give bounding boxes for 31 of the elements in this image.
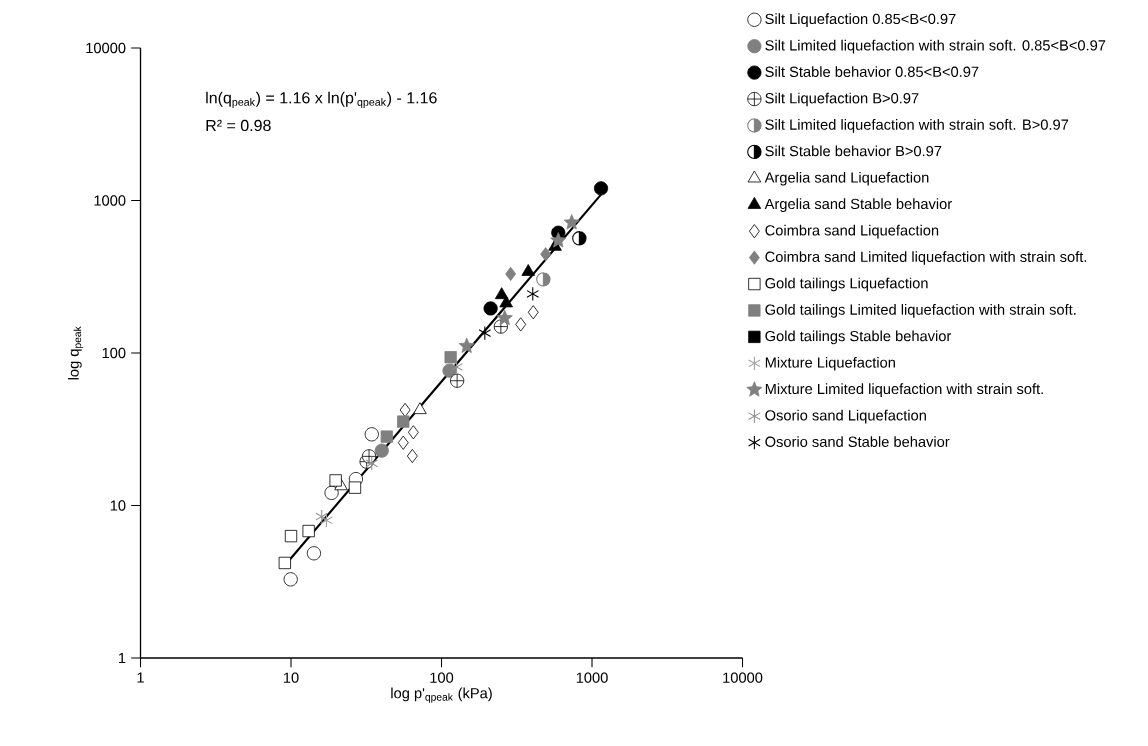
x-tick-label: 1000 xyxy=(576,672,608,683)
legend-label: Gold tailings Limited liquefaction with strain soft. xyxy=(765,304,1076,318)
legend-label: Osorio sand Stable behavior xyxy=(765,436,950,447)
annotation: R² = 0.98 xyxy=(206,119,271,132)
y-tick-label: 100 xyxy=(102,347,126,359)
y-tick-label: 1000 xyxy=(94,195,126,206)
legend-label: Silt Stable behavior 0.85<B<0.97 xyxy=(765,66,979,77)
legend-label: Argelia sand Stable behavior xyxy=(764,198,952,212)
annotation: ln(q$_{peak}$) = 1.16 x ln(p'$_{qpeak}$) - 1.16 xyxy=(206,91,437,108)
legend-label: Silt Stable behavior B>0.97 xyxy=(765,145,942,157)
y-tick-label: 10 xyxy=(110,500,126,511)
x-axis-title: log p'$_{qpeak}$ (kPa) xyxy=(391,687,492,703)
legend-label: Gold tailings Liquefaction xyxy=(765,277,928,292)
legend-label: Osorio sand Liquefaction xyxy=(765,409,926,424)
legend-label: Gold tailings Stable behavior xyxy=(765,330,952,345)
legend-label: Coimbra sand Limited liquefaction with strain soft. xyxy=(765,251,1087,265)
y-tick-label: 10000 xyxy=(86,42,126,54)
legend-label: Coimbra sand Liquefaction xyxy=(765,224,939,239)
legend-label: Mixture Limited liquefaction with strain soft. xyxy=(765,383,1043,397)
x-tick-label: 1 xyxy=(137,672,144,683)
legend-label: Silt Limited liquefaction with strain soft. B>0.97 xyxy=(765,119,1069,133)
y-tick-label: 1 xyxy=(118,652,126,664)
legend-label: Silt Liquefaction B>0.97 xyxy=(765,92,919,107)
legend-label: Silt Liquefaction 0.85<B<0.97 xyxy=(765,13,956,28)
legend-label: Argelia sand Liquefaction xyxy=(764,171,929,186)
x-tick-label: 10000 xyxy=(723,672,763,683)
legend-label: Silt Limited liquefaction with strain soft. 0.85<B<0.97 xyxy=(765,39,1106,54)
legend-label: Mixture Liquefaction xyxy=(765,356,895,371)
y-axis-title: log q$_{peak}$ xyxy=(68,326,84,380)
x-tick-label: 10 xyxy=(283,672,299,683)
x-tick-label: 100 xyxy=(430,672,454,683)
